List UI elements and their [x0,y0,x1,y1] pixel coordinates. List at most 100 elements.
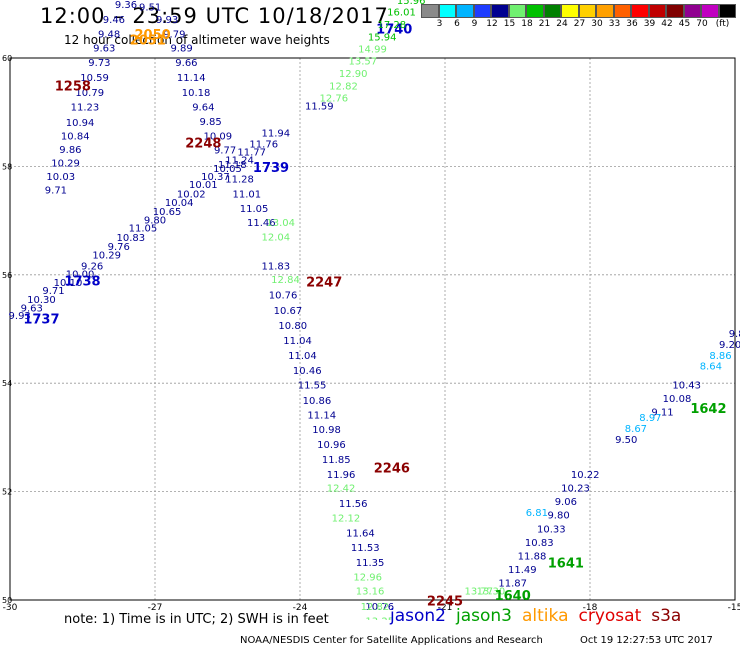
wave-height-value: 12.04 [262,233,291,244]
wave-height-value: 9.48 [98,29,120,40]
wave-height-value: 11.56 [339,499,368,510]
wave-height-value: 9.89 [170,43,192,54]
wave-height-value: 9.80 [547,511,569,522]
color-swatch [473,4,491,18]
wave-height-value: 9.64 [192,103,214,114]
wave-height-value: 13.30 [477,587,506,598]
x-tick-label: -24 [293,603,308,613]
wave-height-value: 11.14 [177,73,206,84]
wave-height-value: 11.46 [247,218,276,229]
wave-height-value: 10.84 [61,131,90,142]
wave-height-value: 15.94 [368,33,397,44]
track-time-label: 2246 [374,462,410,477]
color-scale-label: 9 [471,19,478,29]
wave-height-value: 10.09 [204,131,233,142]
wave-height-value: 13.16 [356,587,385,598]
track-time-label: 1737 [23,313,59,328]
satellite-legend: jason2 jason3 altika cryosat s3a [390,606,691,626]
color-scale-label: 70 [696,19,708,29]
wave-height-value: 9.71 [45,186,67,197]
color-swatch [543,4,561,18]
wave-height-value: 11.04 [283,336,312,347]
wave-height-value: 11.88 [518,551,547,562]
color-scale-label: 24 [556,19,568,29]
wave-height-value: 10.67 [274,306,303,317]
wave-height-value: 9.76 [108,242,130,253]
wave-height-value: 10.43 [672,381,701,392]
wave-height-value: 10.98 [312,425,341,436]
wave-height-value: 8.67 [625,424,647,435]
wave-height-value: 9.85 [199,117,221,128]
wave-height-value: 6.81 [526,508,548,519]
wave-height-value: 10.59 [80,73,109,84]
wave-height-value: 12.82 [361,602,390,613]
wave-height-value: 9.26 [81,261,103,272]
color-scale-label: 12 [486,19,498,29]
wave-height-value: 9.89 [729,329,740,340]
color-scale-legend: 3 6 9 12 15 18 21 24 27 30 33 36 39 42 45 70 (ft) [421,4,736,32]
note-text: note: 1) Time is in UTC; 2) SWH is in fe… [64,612,329,627]
wave-height-value: 11.94 [262,129,291,140]
wave-height-value: 14.99 [358,45,387,56]
color-swatch [526,4,544,18]
color-scale-label: 39 [643,19,656,29]
wave-height-value: 10.02 [177,189,206,200]
chart-title: 12:00 – 23:59 UTC 10/18/2017 [40,4,389,28]
wave-height-value: 11.23 [71,103,100,114]
wave-height-plot: -30 -27 -24 -21 -18 -155052545658609.939.6310… [2,0,740,620]
wave-height-value: 11.85 [322,455,351,466]
timestamp-text: Oct 19 12:27:53 UTC 2017 [580,635,713,646]
wave-height-value: 9.93 [9,311,31,322]
wave-height-value: 9.93 [156,15,178,26]
y-tick-label: 54 [2,379,12,388]
color-scale-label: 18 [521,19,533,29]
wave-height-value: 10.29 [51,158,80,169]
wave-height-value: 12.90 [339,69,368,80]
color-swatch [438,4,456,18]
color-swatch [491,4,509,18]
wave-height-value: 9.06 [555,497,577,508]
color-swatch [718,4,736,18]
wave-height-value: 10.01 [189,180,218,191]
wave-height-value: 10.30 [27,295,56,306]
wave-height-value: 11.01 [233,189,262,200]
y-tick-label: 52 [2,488,12,497]
satellite-altika: altika [522,606,569,626]
color-swatch [421,4,439,18]
wave-height-value: 13.57 [349,57,378,68]
x-tick-label: -15 [728,603,740,613]
wave-height-value: 9.20 [719,340,740,351]
color-swatch [631,4,649,18]
wave-height-value: 9.71 [42,286,64,297]
wave-height-value: 9.51 [139,2,161,13]
wave-height-value: 8.97 [639,413,661,424]
wave-height-value: 10.86 [303,396,332,407]
track-time-label: 1641 [548,556,584,571]
color-scale-label: 30 [591,19,603,29]
wave-height-value: 11.05 [129,223,158,234]
x-tick-label: -21 [438,603,453,613]
wave-height-value: 11.18 [218,160,247,171]
color-swatch [613,4,631,18]
track-time-label: 2051 [130,33,166,48]
wave-height-value: 10.96 [317,440,346,451]
color-swatch [701,4,719,18]
color-scale-label: 33 [608,19,621,29]
track-time-label: 1258 [55,80,91,95]
wave-height-value: 11.77 [237,148,266,159]
wave-height-value: 13.04 [266,218,295,229]
wave-height-value: 11.76 [249,139,278,150]
color-swatch [456,4,474,18]
wave-height-value: 10.00 [66,270,95,281]
wave-height-value: 11.96 [327,470,356,481]
wave-height-value: 10.23 [561,484,590,495]
wave-height-value: 11.04 [288,351,317,362]
wave-height-value: 10.29 [92,251,121,262]
color-scale-unit: (ft) [715,19,730,29]
wave-height-value: 11.05 [240,204,269,215]
wave-height-value: 9.86 [59,145,81,156]
wave-height-value: 10.65 [153,207,182,218]
wave-height-value: 12.42 [327,484,356,495]
wave-height-value: 11.28 [225,175,254,186]
chart-subtitle: 12 hour collection of altimeter wave hei… [64,33,330,47]
